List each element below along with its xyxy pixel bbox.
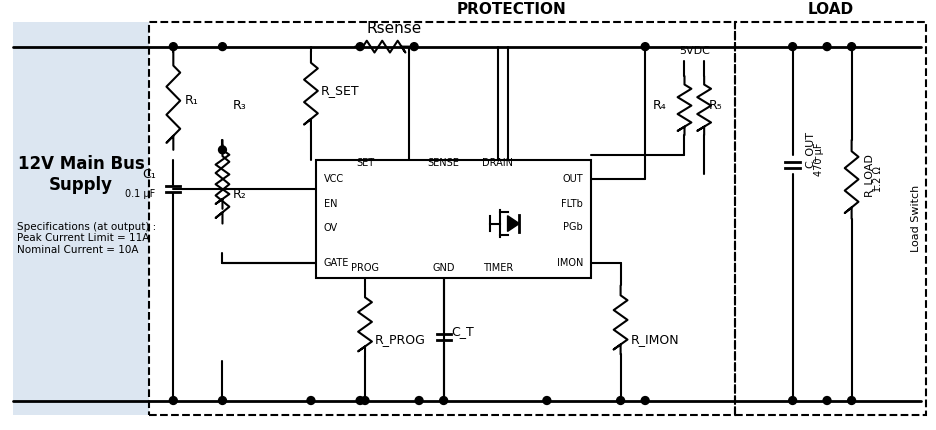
Text: Specifications (at output) :
Peak Current Limit = 11A
Nominal Current = 10A: Specifications (at output) : Peak Curren… [17,222,156,255]
Circle shape [361,396,369,405]
Circle shape [218,43,227,51]
Text: 5VDC: 5VDC [679,46,709,56]
Text: GATE: GATE [324,258,349,268]
Text: C_OUT: C_OUT [804,131,815,168]
Bar [149,22,735,415]
Circle shape [218,396,227,405]
Circle shape [307,396,314,405]
Circle shape [169,43,177,51]
Text: GND: GND [432,263,455,273]
Circle shape [823,396,831,405]
Text: VCC: VCC [324,174,344,184]
Circle shape [789,43,797,51]
Text: R₁: R₁ [185,94,198,107]
Circle shape [169,396,177,405]
Text: C₁: C₁ [142,168,155,181]
Circle shape [410,43,418,51]
Text: 1.2 Ω: 1.2 Ω [873,166,884,192]
Text: SET: SET [356,157,374,168]
Text: TIMER: TIMER [483,263,513,273]
Circle shape [218,146,227,154]
Circle shape [543,396,550,405]
Circle shape [440,396,447,405]
Bar [315,160,592,278]
Text: PGb: PGb [563,221,583,231]
Text: PROG: PROG [351,263,379,273]
Text: IMON: IMON [557,258,583,268]
Circle shape [416,396,423,405]
Polygon shape [507,216,519,231]
Text: R₅: R₅ [709,99,723,112]
Text: EN: EN [324,199,337,209]
Text: DRAIN: DRAIN [482,157,513,168]
Bar [13,22,149,415]
Circle shape [823,43,831,51]
Circle shape [789,396,797,405]
Circle shape [357,396,364,405]
Text: R_PROG: R_PROG [374,332,426,346]
Text: 12V Main Bus
Supply: 12V Main Bus Supply [18,155,144,194]
Text: R_SET: R_SET [321,84,359,97]
Text: LOAD: LOAD [808,2,854,17]
Circle shape [641,43,649,51]
Text: R₃: R₃ [232,99,246,112]
Text: R_LOAD: R_LOAD [863,153,874,197]
Text: 0.1 μF: 0.1 μF [125,189,155,199]
Circle shape [617,396,624,405]
Text: FLTb: FLTb [562,199,583,209]
Text: SENSE: SENSE [428,157,460,168]
Text: R_IMON: R_IMON [631,332,679,346]
Text: 470 μF: 470 μF [814,143,825,176]
Text: Rsense: Rsense [367,22,422,37]
Circle shape [641,396,649,405]
Circle shape [848,43,856,51]
Text: R₂: R₂ [232,187,246,200]
Text: R₄: R₄ [653,99,666,112]
Bar [735,22,927,415]
Text: OUT: OUT [563,174,583,184]
Text: OV: OV [324,224,338,233]
Circle shape [848,396,856,405]
Text: Load Switch: Load Switch [911,185,920,252]
Text: PROTECTION: PROTECTION [457,2,567,17]
Text: C_T: C_T [451,325,475,338]
Circle shape [357,43,364,51]
